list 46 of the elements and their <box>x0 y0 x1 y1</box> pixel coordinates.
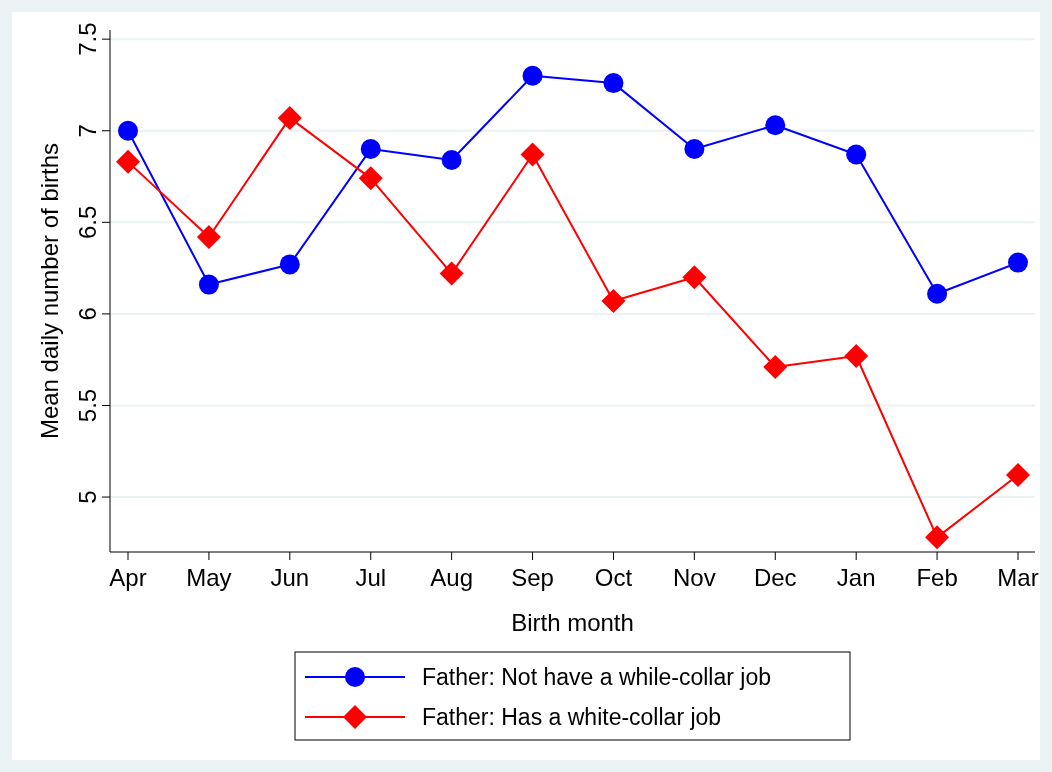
point <box>1006 463 1030 488</box>
point <box>603 73 624 94</box>
point <box>360 139 381 160</box>
point <box>1008 252 1028 273</box>
point <box>520 142 545 167</box>
x-tick-label: Dec <box>753 564 797 591</box>
point <box>601 289 626 314</box>
x-tick-label: Feb <box>916 564 958 591</box>
point <box>116 149 140 174</box>
point <box>684 139 705 160</box>
x-tick-label: Sep <box>511 564 554 591</box>
x-tick-label: Nov <box>673 564 716 591</box>
point <box>358 166 383 191</box>
x-tick-label: May <box>186 564 232 591</box>
point <box>846 144 867 165</box>
point <box>844 344 869 369</box>
point <box>927 283 948 304</box>
point <box>925 525 950 550</box>
x-tick-label: Jun <box>270 564 310 591</box>
x-tick-label: Jan <box>836 564 876 591</box>
x-tick-label: Jul <box>355 564 387 591</box>
y-tick-label: 5 <box>74 490 101 504</box>
legend-label: Father: Not have a while-collar job <box>422 664 771 690</box>
point <box>763 355 788 380</box>
x-tick-label: Aug <box>430 564 473 591</box>
point <box>118 120 138 141</box>
point <box>441 150 462 171</box>
y-tick-label: 5.5 <box>74 388 101 423</box>
point <box>439 261 464 286</box>
y-tick-label: 7 <box>74 124 101 138</box>
x-tick-label: Apr <box>109 564 147 591</box>
legend-label: Father: Has a white-collar job <box>422 704 722 730</box>
point <box>198 274 219 295</box>
point <box>765 115 786 136</box>
x-axis-title: Birth month <box>511 609 634 636</box>
point <box>277 105 302 130</box>
y-axis-title: Mean daily number of births <box>36 142 63 440</box>
x-tick-label: Mar <box>997 564 1039 591</box>
point <box>682 265 707 290</box>
y-tick-label: 6 <box>74 307 101 321</box>
y-tick-label: 6.5 <box>74 205 101 239</box>
x-tick-label: Oct <box>594 564 633 591</box>
y-tick-label: 7.5 <box>74 22 101 56</box>
point <box>279 254 300 275</box>
point <box>196 224 221 249</box>
point <box>522 65 543 86</box>
